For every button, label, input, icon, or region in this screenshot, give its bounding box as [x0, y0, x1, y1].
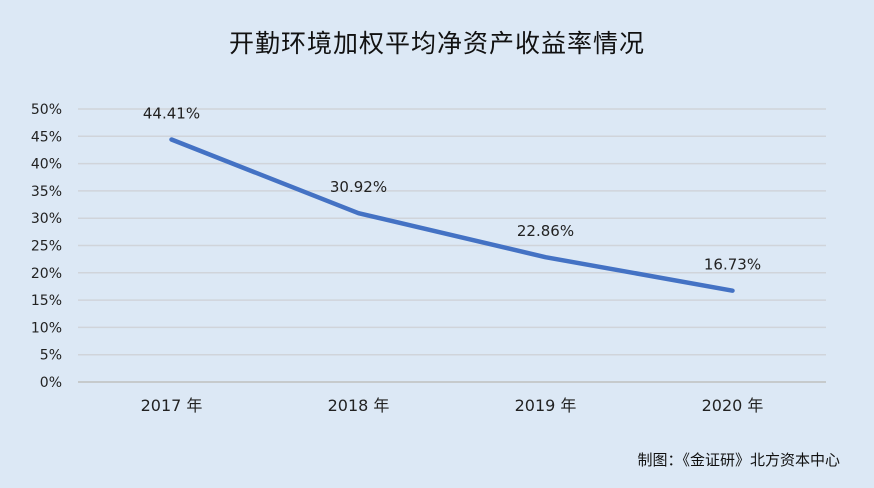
data-label: 16.73% [704, 256, 761, 274]
data-label: 30.92% [330, 178, 387, 196]
y-axis-ticks: 0% 5% 10% 15% 20% 25% 30% 35% 40% 45% 50% [31, 102, 62, 391]
y-tick-label: 20% [31, 266, 62, 282]
y-tick-label: 50% [31, 102, 62, 118]
series-lines [169, 137, 735, 293]
y-tick-label: 30% [31, 211, 62, 227]
y-tick-label: 15% [31, 293, 62, 309]
y-tick-label: 35% [31, 184, 62, 200]
y-tick-label: 10% [31, 320, 62, 336]
y-tick-label: 40% [31, 157, 62, 173]
series-line [169, 137, 735, 293]
y-tick-label: 25% [31, 239, 62, 255]
data-label: 44.41% [143, 105, 200, 123]
chart-title: 开勤环境加权平均净资产收益率情况 [228, 29, 645, 58]
y-tick-label: 45% [31, 129, 62, 145]
y-tick-label: 0% [40, 375, 62, 391]
data-label: 22.86% [517, 222, 574, 240]
x-tick-label: 2019 年 [515, 396, 577, 415]
credit-text: 制图：《金证研》北方资本中心 [637, 451, 840, 469]
y-tick-label: 5% [40, 348, 62, 364]
x-tick-label: 2020 年 [702, 396, 764, 415]
x-axis-ticks: 2017 年 2018 年 2019 年 2020 年 [141, 396, 764, 415]
gridlines [78, 108, 826, 383]
x-tick-label: 2017 年 [141, 396, 203, 415]
x-tick-label: 2018 年 [328, 396, 390, 415]
data-labels: 44.41% 30.92% 22.86% 16.73% [143, 105, 761, 274]
